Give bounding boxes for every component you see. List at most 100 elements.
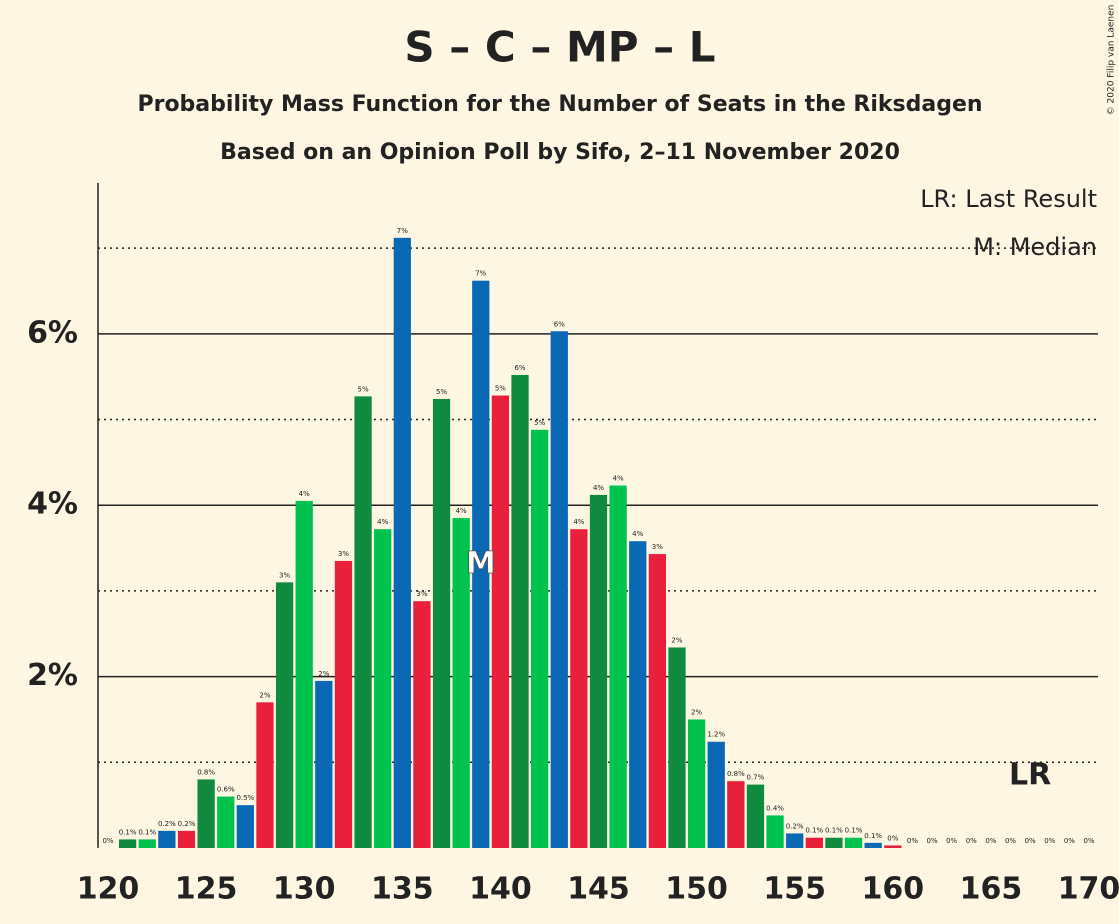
value-label: 0.7% — [747, 774, 765, 782]
value-label: 0% — [887, 834, 898, 842]
value-label: 7% — [475, 270, 486, 278]
value-label: 3% — [279, 571, 290, 579]
median-marker: M — [466, 546, 496, 581]
x-tick-label: 130 — [273, 872, 336, 907]
y-tick-label: 6% — [27, 315, 78, 350]
value-label: 4% — [593, 484, 604, 492]
bar — [432, 398, 451, 848]
value-label: 3% — [338, 550, 349, 558]
x-tick-label: 155 — [763, 872, 826, 907]
value-label: 0% — [1083, 837, 1094, 845]
value-label: 5% — [436, 388, 447, 396]
chart-subtitle: Based on an Opinion Poll by Sifo, 2–11 N… — [220, 140, 900, 165]
bar — [884, 845, 902, 848]
y-tick-label: 4% — [27, 487, 78, 522]
value-label: 0% — [1005, 837, 1016, 845]
value-label: 0% — [102, 837, 113, 845]
bar — [197, 779, 215, 848]
y-tick-label: 2% — [27, 658, 78, 693]
value-label: 0.4% — [766, 804, 784, 812]
last-result-marker: LR — [1009, 758, 1051, 793]
bar — [393, 237, 411, 849]
x-tick-label: 120 — [77, 872, 140, 907]
value-label: 0.2% — [786, 822, 804, 830]
value-label: 0.5% — [236, 794, 254, 802]
bar — [707, 741, 725, 848]
value-label: 0% — [1064, 837, 1075, 845]
value-label: 0.1% — [805, 827, 823, 835]
value-label: 0.1% — [864, 832, 882, 840]
bar — [217, 796, 235, 848]
bar — [118, 839, 137, 848]
value-label: 0% — [966, 837, 977, 845]
bar — [256, 702, 274, 848]
bar — [452, 518, 470, 848]
bar — [727, 781, 745, 848]
legend-entry: M: Median — [973, 233, 1097, 261]
value-label: 0% — [926, 837, 937, 845]
bar — [158, 830, 176, 848]
x-tick-label: 140 — [469, 872, 532, 907]
bar — [825, 837, 843, 848]
value-label: 2% — [671, 636, 682, 644]
bar — [315, 680, 333, 848]
value-label: 2% — [318, 670, 329, 678]
value-label: 1.2% — [707, 731, 725, 739]
x-tick-label: 125 — [175, 872, 238, 907]
value-label: 0.8% — [197, 768, 215, 776]
bar — [589, 494, 608, 848]
bar — [177, 830, 196, 848]
bar — [766, 815, 784, 848]
value-label: 0% — [1025, 837, 1036, 845]
bar — [413, 601, 431, 848]
value-label: 0.6% — [217, 786, 235, 794]
value-label: 6% — [514, 364, 525, 372]
chart-title: S – C – MP – L — [404, 23, 715, 72]
value-label: 0.1% — [119, 828, 137, 836]
x-tick-label: 135 — [371, 872, 434, 907]
bar — [864, 842, 882, 848]
value-label: 0% — [907, 837, 918, 845]
value-label: 3% — [652, 543, 663, 551]
bar — [550, 331, 568, 848]
value-label: 2% — [259, 691, 270, 699]
x-tick-label: 170 — [1058, 872, 1119, 907]
value-label: 0% — [1044, 837, 1055, 845]
copyright: © 2020 Filip van Laenen — [1107, 5, 1117, 116]
bar — [236, 805, 254, 848]
x-tick-label: 145 — [567, 872, 630, 907]
bar — [844, 837, 863, 848]
value-label: 0.2% — [158, 820, 176, 828]
value-label: 5% — [358, 385, 369, 393]
value-label: 6% — [554, 320, 565, 328]
bar — [687, 719, 706, 848]
value-label: 4% — [299, 490, 310, 498]
bar — [805, 837, 823, 848]
value-label: 0.1% — [138, 828, 156, 836]
bar — [786, 833, 804, 848]
value-label: 0.1% — [845, 827, 863, 835]
value-label: 4% — [613, 475, 624, 483]
bar — [491, 395, 510, 848]
bar — [668, 647, 686, 848]
value-label: 2% — [691, 708, 702, 716]
x-tick-label: 160 — [861, 872, 924, 907]
x-tick-label: 165 — [960, 872, 1023, 907]
bar — [138, 839, 156, 848]
bar — [472, 280, 490, 848]
x-tick-label: 150 — [665, 872, 728, 907]
value-label: 4% — [377, 518, 388, 526]
bar — [374, 529, 392, 848]
value-label: 5% — [534, 419, 545, 427]
bar — [334, 560, 353, 848]
value-label: 0.8% — [727, 770, 745, 778]
bar — [511, 374, 529, 848]
bar — [570, 529, 588, 848]
bar — [609, 485, 627, 848]
bar — [354, 396, 372, 848]
chart-subtitle: Probability Mass Function for the Number… — [137, 92, 982, 117]
bar — [531, 429, 549, 848]
value-label: 0.2% — [178, 820, 196, 828]
bar — [275, 582, 294, 848]
